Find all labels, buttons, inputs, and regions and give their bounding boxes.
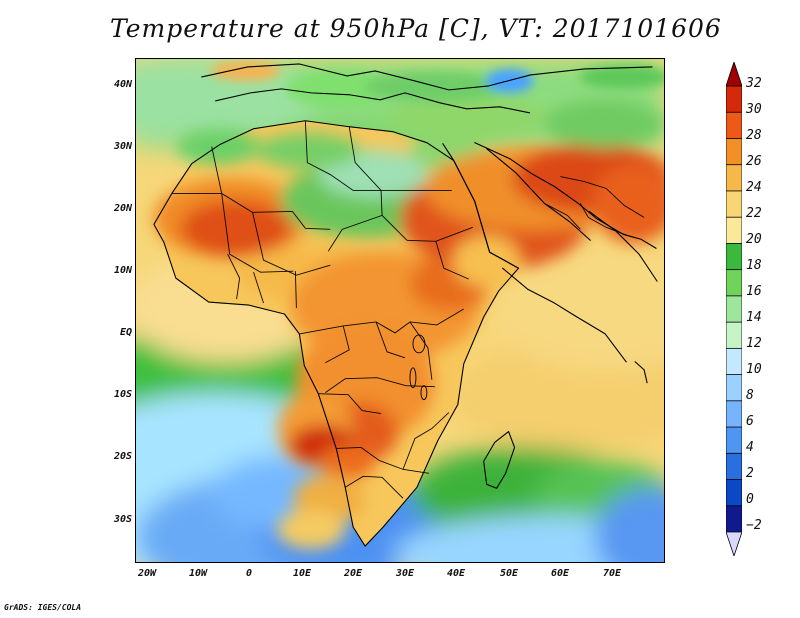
colorbar-label-28: 28 [746,128,762,143]
colorbar-label-32: 32 [746,76,762,91]
lat-label-30n: 30N [113,141,132,152]
lat-label-20s: 20S [113,451,132,462]
lon-label-20w: 20W [137,568,157,579]
colorbar-swatch [725,111,743,140]
lat-label-eq: EQ [119,327,132,338]
colorbar-label-12: 12 [746,336,762,351]
temperature-map [136,59,664,562]
credit-label: GrADS: IGES/COLA [4,603,82,612]
lon-label-30e: 30E [395,568,415,579]
lon-label-40e: 40E [446,568,466,579]
colorbar-graphic [725,60,743,558]
land-temperature-fields [152,92,664,550]
lat-label-40n: 40N [113,79,132,90]
colorbar-swatch [725,426,743,455]
lon-label-0: 0 [245,568,253,579]
lon-label-60e: 60E [550,568,570,579]
map-title: Temperature at 950hPa [C], VT: 201710160… [110,14,722,43]
colorbar-label-22: 22 [746,206,762,221]
colorbar-label-8: 8 [746,388,754,403]
colorbar-label-minus-2: −2 [746,518,762,533]
colorbar-swatch [725,505,743,533]
lat-label-10s: 10S [113,389,132,400]
colorbar-label-6: 6 [746,414,754,429]
colorbar-label-30: 30 [746,102,762,117]
colorbar-swatch [725,400,743,428]
colorbar-swatch [725,321,743,350]
colorbar-swatch [725,479,743,507]
colorbar-swatch [725,138,743,166]
colorbar-swatch [725,164,743,192]
lon-label-10e: 10E [292,568,312,579]
colorbar-swatch [725,243,743,271]
lon-label-50e: 50E [499,568,519,579]
lakes [409,334,428,401]
colorbar-swatch [725,269,743,297]
colorbar-swatch [725,190,743,219]
colorbar-top-cap [725,60,743,87]
coastlines [153,63,658,547]
country-borders [171,120,645,499]
colorbar-label-10: 10 [746,362,762,377]
temperature-colorbar [725,60,743,558]
colorbar-label-0: 0 [746,492,754,507]
colorbar-swatch [725,216,743,245]
colorbar-bottom-cap [725,531,743,558]
colorbar-swatch [725,347,743,376]
lat-label-30s: 30S [113,514,132,525]
colorbar-swatch [725,374,743,402]
lon-label-20e: 20E [343,568,363,579]
colorbar-label-26: 26 [746,154,762,169]
colorbar-swatch [725,452,743,481]
lon-label-10w: 10W [188,568,208,579]
lon-label-70e: 70E [602,568,622,579]
lat-label-20n: 20N [113,203,132,214]
colorbar-label-18: 18 [746,258,762,273]
colorbar-swatch [725,85,743,114]
colorbar-label-4: 4 [746,440,754,455]
map-frame [135,58,665,563]
colorbar-swatch [725,295,743,324]
colorbar-label-20: 20 [746,232,762,247]
colorbar-label-2: 2 [746,466,754,481]
lat-label-10n: 10N [113,265,132,276]
colorbar-label-14: 14 [746,310,762,325]
colorbar-label-16: 16 [746,284,762,299]
colorbar-label-24: 24 [746,180,762,195]
